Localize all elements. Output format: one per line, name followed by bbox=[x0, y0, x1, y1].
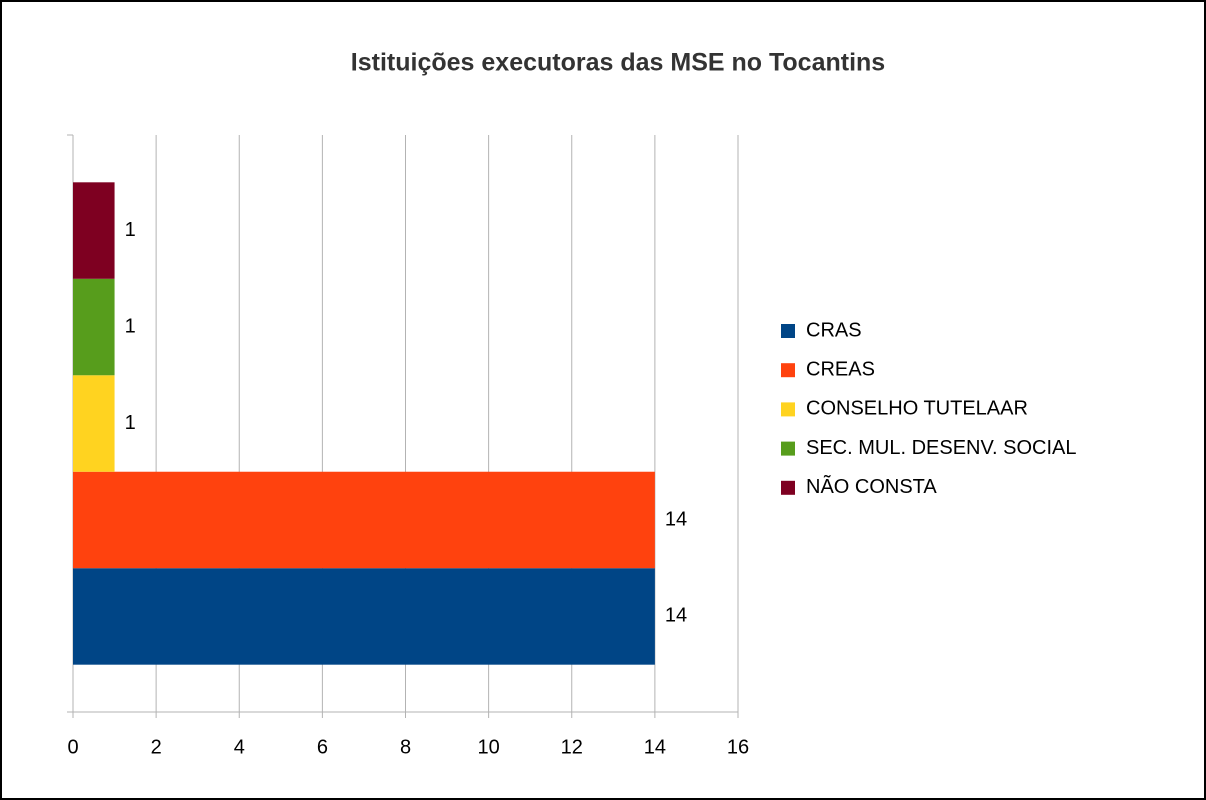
x-tick-label: 12 bbox=[561, 736, 583, 758]
legend-label: CREAS bbox=[806, 358, 875, 380]
x-tick-label: 0 bbox=[67, 736, 78, 758]
bar bbox=[73, 278, 115, 376]
chart-title: Istituições executoras das MSE no Tocant… bbox=[351, 49, 885, 77]
legend-swatch bbox=[781, 402, 795, 417]
bar bbox=[73, 471, 655, 569]
legend-label: CRAS bbox=[806, 319, 862, 341]
legend-label: NÃO CONSTA bbox=[806, 474, 937, 498]
bar bbox=[73, 375, 115, 472]
data-label: 1 bbox=[125, 412, 136, 434]
x-tick-label: 14 bbox=[644, 736, 666, 758]
legend-label: CONSELHO TUTELAAR bbox=[806, 398, 1028, 420]
legend-swatch bbox=[781, 480, 795, 495]
legend-label: SEC. MUL. DESENV. SOCIAL bbox=[806, 437, 1076, 459]
legend-swatch bbox=[781, 441, 795, 456]
bar bbox=[73, 568, 655, 665]
x-tick-label: 16 bbox=[727, 736, 749, 758]
x-tick-label: 4 bbox=[234, 736, 245, 758]
data-label: 14 bbox=[665, 508, 687, 530]
legend-swatch bbox=[781, 324, 795, 338]
x-tick-label: 8 bbox=[400, 736, 411, 758]
x-tick-label: 10 bbox=[478, 736, 500, 758]
x-tick-label: 6 bbox=[317, 736, 328, 758]
legend-swatch bbox=[781, 363, 795, 378]
data-label: 1 bbox=[125, 315, 136, 337]
data-label: 14 bbox=[665, 605, 687, 627]
bar bbox=[73, 182, 115, 279]
x-tick-label: 2 bbox=[151, 736, 162, 758]
data-label: 1 bbox=[125, 219, 136, 241]
